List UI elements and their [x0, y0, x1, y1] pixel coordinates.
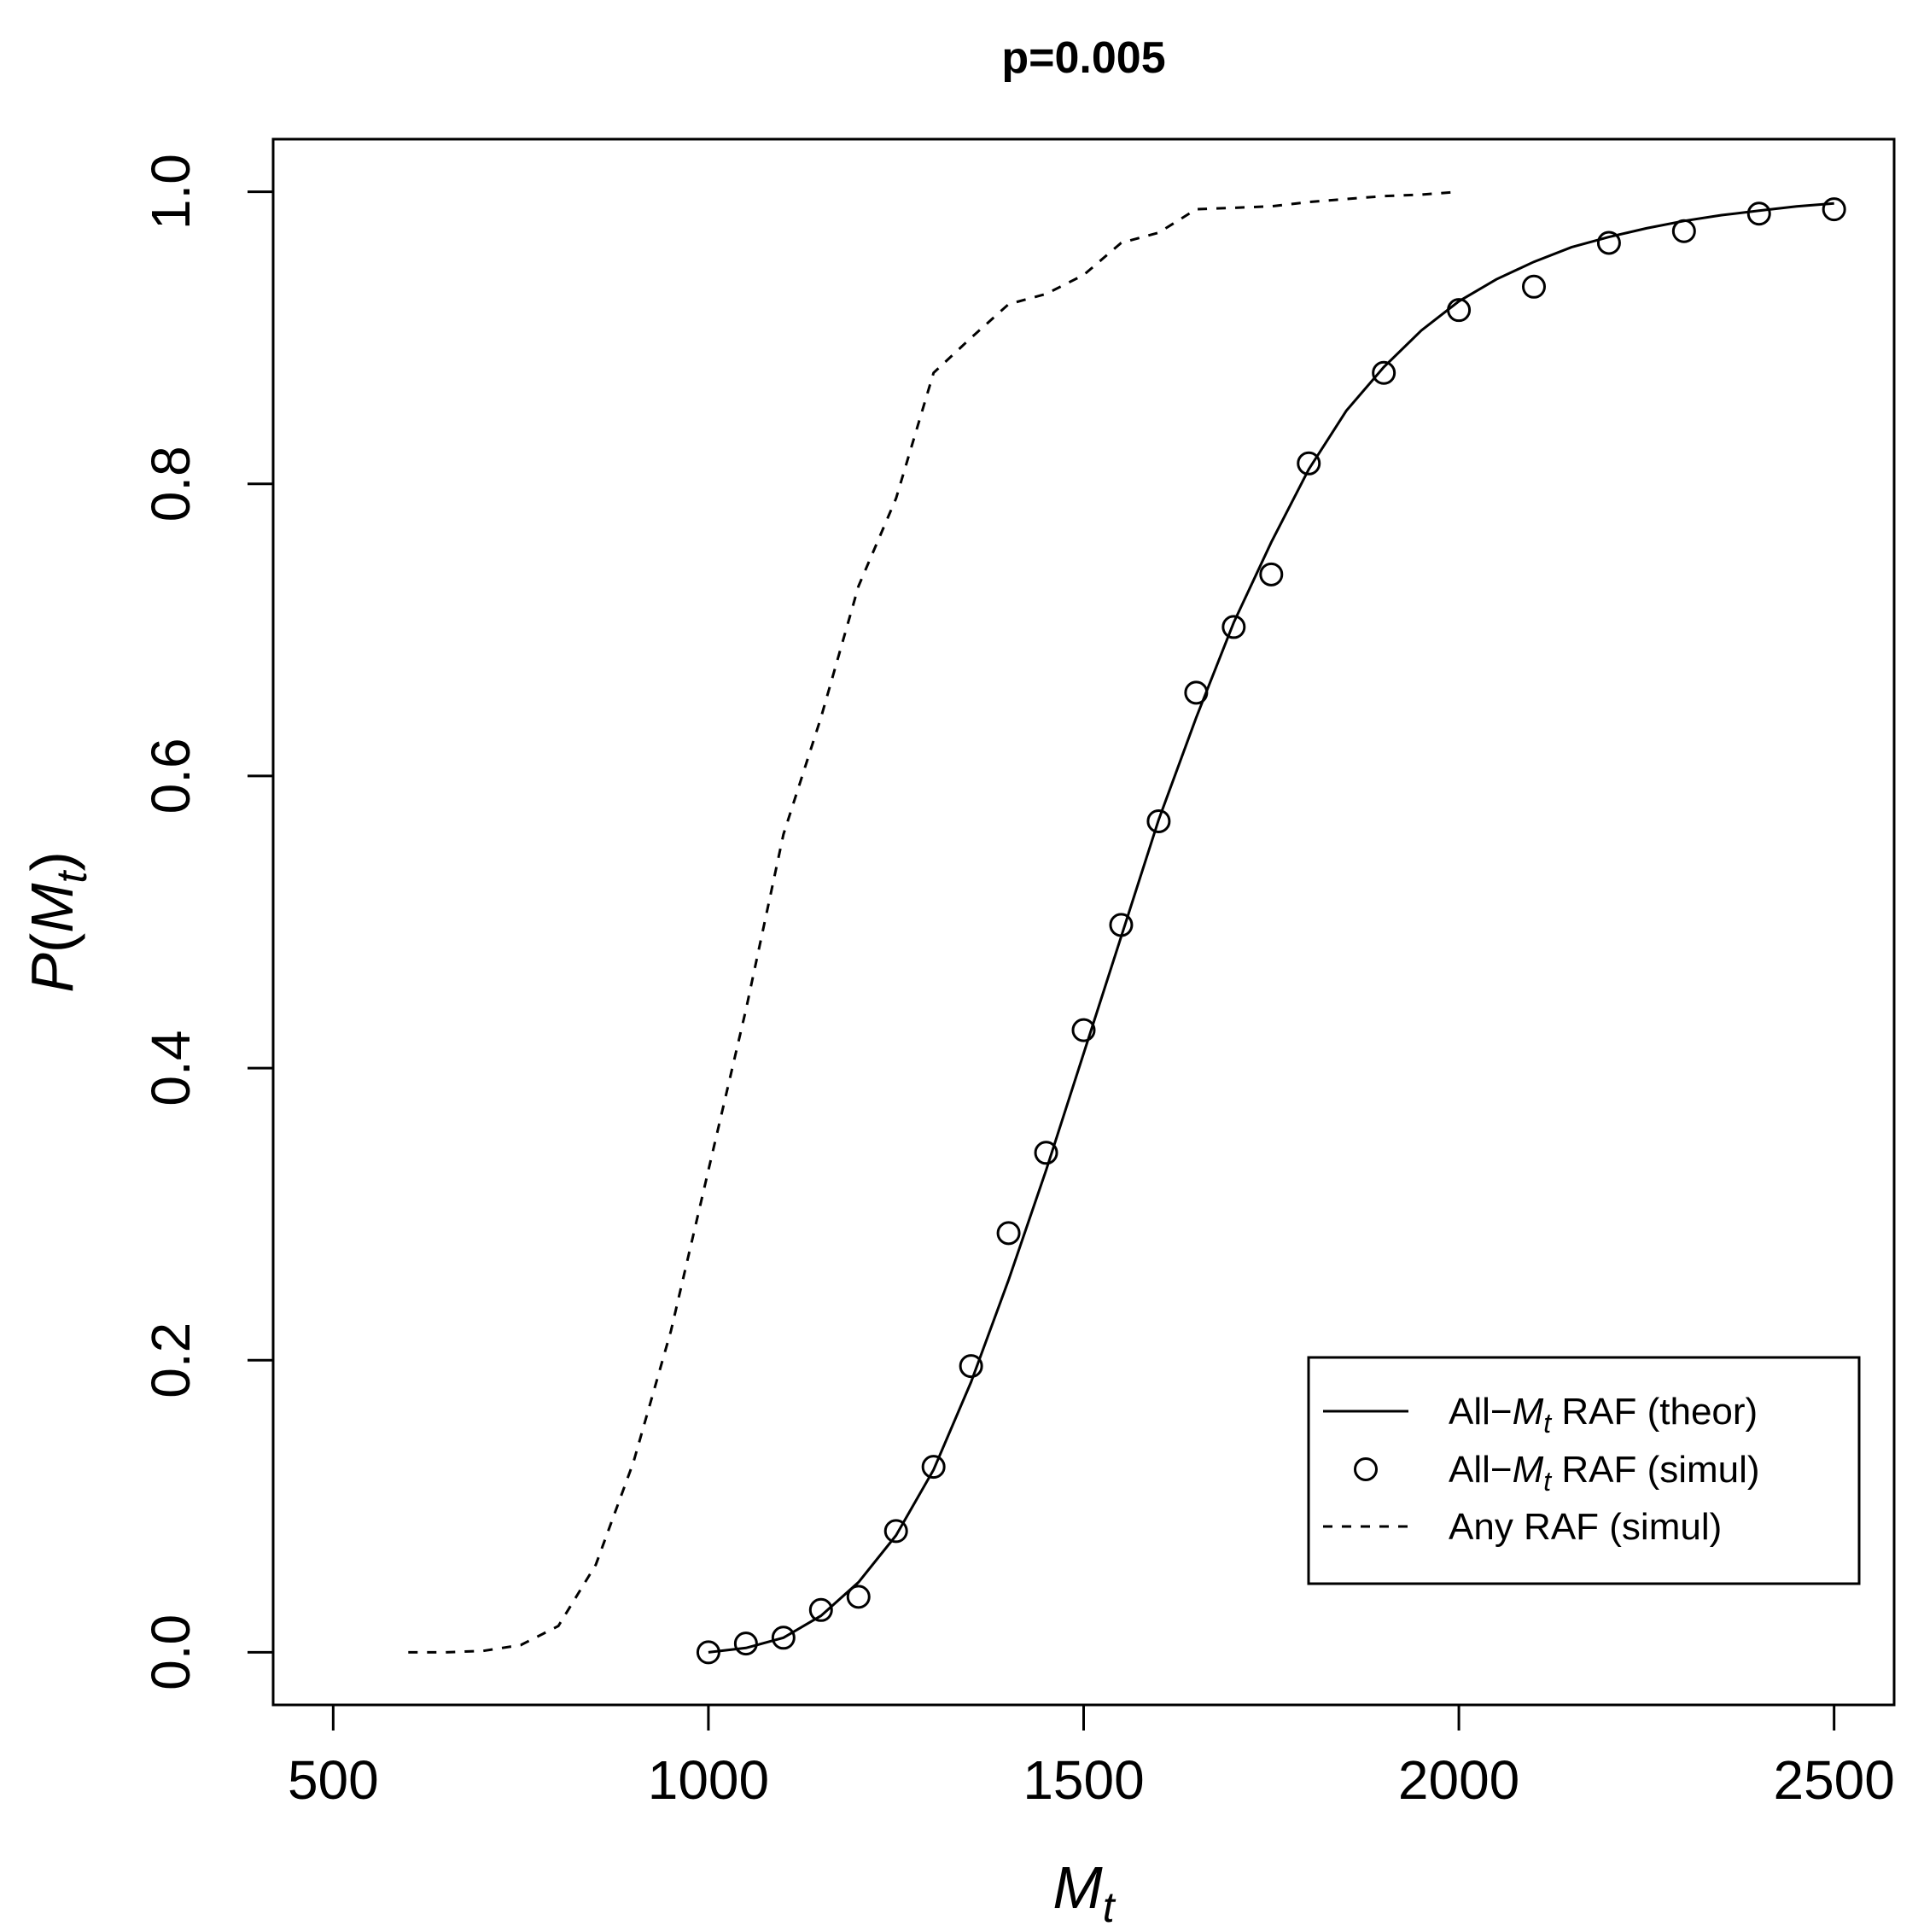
x-tick-label: 2000 — [1398, 1749, 1519, 1811]
simul-point — [1221, 615, 1246, 639]
simul-point — [733, 1631, 758, 1656]
simul-point — [883, 1519, 908, 1544]
series-layer — [408, 190, 1846, 1665]
x-tick-label: 2500 — [1773, 1749, 1894, 1811]
y-tick-label: 0.6 — [140, 738, 201, 814]
simul-point — [1297, 451, 1321, 476]
simul-point — [1259, 562, 1284, 587]
y-tick-label: 0.0 — [140, 1614, 201, 1690]
simul-point — [1447, 298, 1472, 323]
y-tick-label: 0.4 — [140, 1030, 201, 1106]
legend-label: All−Mt RAF (theor) — [1449, 1391, 1758, 1439]
simul-point — [808, 1597, 833, 1622]
simul-point — [1109, 913, 1134, 937]
legend-label: Any RAF (simul) — [1449, 1506, 1722, 1548]
simul-point — [1746, 201, 1771, 226]
x-tick-label: 500 — [288, 1749, 379, 1811]
simul-point — [846, 1585, 871, 1609]
any-raf-simul-line — [408, 190, 1460, 1654]
simul-point — [1071, 1018, 1096, 1042]
simul-point — [771, 1626, 796, 1650]
chart-title: p=0.005 — [1001, 33, 1165, 83]
x-axis: 500 1000 1500 2000 2500 — [288, 1703, 1895, 1811]
y-tick-label: 0.8 — [140, 446, 201, 522]
x-axis-title: Mt — [1052, 1854, 1116, 1931]
simul-point — [1372, 360, 1396, 385]
simul-point — [996, 1221, 1021, 1246]
simul-point — [1671, 219, 1696, 243]
x-tick-label: 1500 — [1023, 1749, 1144, 1811]
simul-point — [696, 1640, 720, 1665]
simul-point — [959, 1354, 983, 1379]
all-mt-raf-theor-line — [708, 201, 1834, 1654]
simul-point — [1034, 1141, 1058, 1165]
y-axis: 0.0 0.2 0.4 0.6 0.8 1.0 — [140, 154, 275, 1690]
simul-point — [921, 1455, 946, 1480]
simul-point — [1146, 808, 1171, 833]
y-tick-label: 1.0 — [140, 154, 201, 230]
simul-point — [1822, 197, 1846, 222]
y-axis-title: P(Mt) — [19, 851, 96, 993]
x-tick-label: 1000 — [648, 1749, 769, 1811]
legend: All−Mt RAF (theor) All−Mt RAF (simul) Any … — [1307, 1356, 1861, 1585]
simul-point — [1522, 274, 1546, 299]
simul-point — [1184, 680, 1209, 705]
y-tick-label: 0.2 — [140, 1322, 201, 1398]
legend-box — [1307, 1356, 1861, 1585]
simul-point — [1596, 231, 1621, 255]
legend-swatch-circle — [1354, 1457, 1378, 1481]
legend-label: All−Mt RAF (simul) — [1449, 1449, 1760, 1497]
